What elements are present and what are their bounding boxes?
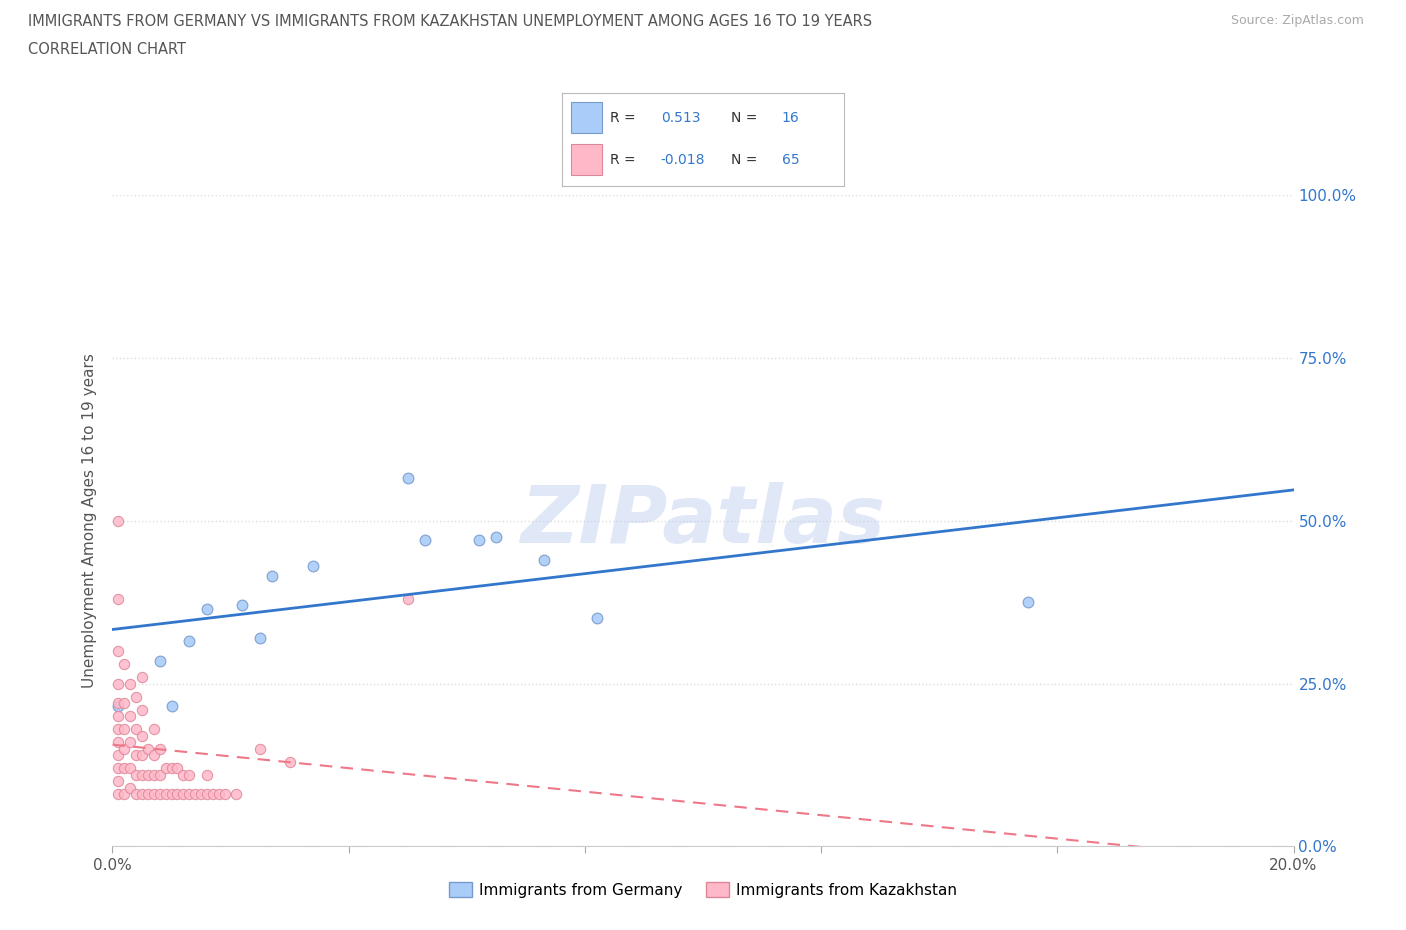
Point xyxy=(142,787,165,802)
Point xyxy=(107,787,129,802)
Point xyxy=(160,761,183,776)
Point xyxy=(149,767,172,782)
Point xyxy=(120,761,142,776)
Point xyxy=(485,530,508,545)
Point xyxy=(131,702,153,717)
Point xyxy=(125,787,148,802)
Text: ZIPatlas: ZIPatlas xyxy=(520,482,886,560)
Point xyxy=(107,696,129,711)
Text: -0.018: -0.018 xyxy=(661,153,706,167)
Point xyxy=(179,634,201,649)
Point xyxy=(160,699,183,714)
Point xyxy=(131,728,153,743)
Point xyxy=(585,611,607,626)
Point xyxy=(260,569,283,584)
Point xyxy=(142,767,165,782)
Point xyxy=(125,689,148,704)
Point xyxy=(112,741,135,756)
Point xyxy=(214,787,236,802)
Text: Source: ZipAtlas.com: Source: ZipAtlas.com xyxy=(1230,14,1364,27)
Point xyxy=(107,513,129,528)
Point xyxy=(172,787,194,802)
Point xyxy=(533,552,555,567)
Point xyxy=(120,709,142,724)
Point xyxy=(107,748,129,763)
Point xyxy=(155,787,177,802)
Point xyxy=(112,787,135,802)
Point xyxy=(112,761,135,776)
Point xyxy=(131,670,153,684)
Point xyxy=(172,767,194,782)
Point xyxy=(142,722,165,737)
Point xyxy=(120,735,142,750)
Point xyxy=(131,767,153,782)
Bar xyxy=(571,144,602,175)
Point xyxy=(149,787,172,802)
Point xyxy=(107,722,129,737)
Text: R =: R = xyxy=(610,111,640,126)
Point xyxy=(195,787,218,802)
Point xyxy=(112,657,135,671)
Point xyxy=(179,767,201,782)
Point xyxy=(125,722,148,737)
Point xyxy=(136,767,159,782)
Point xyxy=(125,748,148,763)
Point xyxy=(120,676,142,691)
Point xyxy=(136,787,159,802)
Y-axis label: Unemployment Among Ages 16 to 19 years: Unemployment Among Ages 16 to 19 years xyxy=(82,353,97,688)
Text: 0.513: 0.513 xyxy=(661,111,700,126)
Point xyxy=(415,533,437,548)
Point xyxy=(107,709,129,724)
Point xyxy=(149,653,172,668)
Point xyxy=(131,748,153,763)
Text: R =: R = xyxy=(610,153,640,167)
Text: IMMIGRANTS FROM GERMANY VS IMMIGRANTS FROM KAZAKHSTAN UNEMPLOYMENT AMONG AGES 16: IMMIGRANTS FROM GERMANY VS IMMIGRANTS FR… xyxy=(28,14,872,29)
Bar xyxy=(571,102,602,133)
Text: 65: 65 xyxy=(782,153,800,167)
Point xyxy=(208,787,231,802)
Point xyxy=(112,722,135,737)
Point xyxy=(195,767,218,782)
Point xyxy=(149,741,172,756)
Point xyxy=(249,631,271,645)
Point xyxy=(107,676,129,691)
Point xyxy=(396,472,419,486)
Point xyxy=(136,741,159,756)
Text: N =: N = xyxy=(731,111,762,126)
Point xyxy=(396,591,419,606)
Point xyxy=(107,591,129,606)
Point xyxy=(107,761,129,776)
Point xyxy=(201,787,224,802)
Point xyxy=(184,787,207,802)
Point xyxy=(225,787,247,802)
Point xyxy=(231,598,253,613)
Point xyxy=(249,741,271,756)
Text: 16: 16 xyxy=(782,111,800,126)
Point xyxy=(107,644,129,658)
Point xyxy=(160,787,183,802)
Point xyxy=(166,787,188,802)
Point xyxy=(131,787,153,802)
Text: N =: N = xyxy=(731,153,762,167)
Text: CORRELATION CHART: CORRELATION CHART xyxy=(28,42,186,57)
Point xyxy=(155,761,177,776)
Legend: Immigrants from Germany, Immigrants from Kazakhstan: Immigrants from Germany, Immigrants from… xyxy=(443,875,963,904)
Point xyxy=(190,787,212,802)
Point xyxy=(125,767,148,782)
Point xyxy=(302,559,325,574)
Point xyxy=(120,780,142,795)
Point xyxy=(112,696,135,711)
Point xyxy=(107,699,129,714)
Point xyxy=(195,602,218,617)
Point xyxy=(142,748,165,763)
Point xyxy=(179,787,201,802)
Point xyxy=(166,761,188,776)
Point xyxy=(1017,595,1039,610)
Point xyxy=(467,533,489,548)
Point xyxy=(107,774,129,789)
Point xyxy=(278,754,301,769)
Point xyxy=(107,735,129,750)
